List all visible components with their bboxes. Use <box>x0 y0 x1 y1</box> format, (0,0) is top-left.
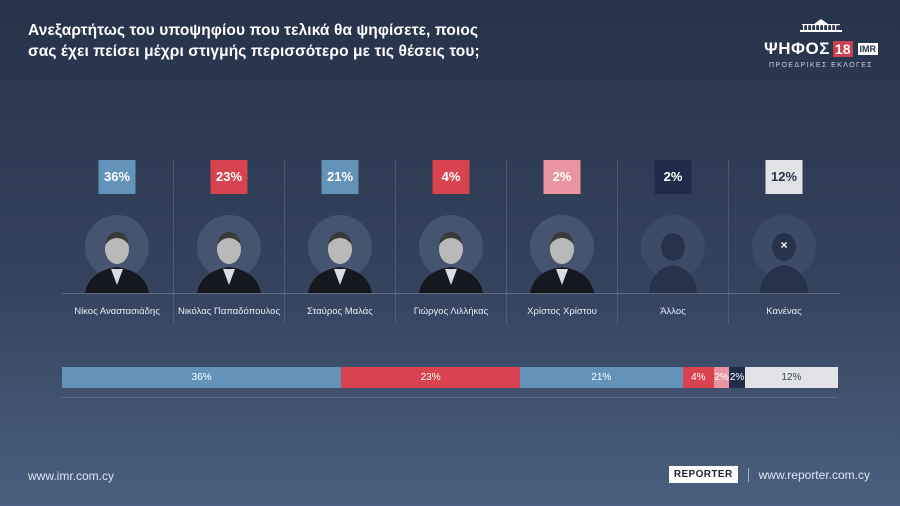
candidate-name: Γιώργος Λιλλήκας <box>413 306 489 317</box>
candidate-portrait <box>522 213 602 293</box>
percentage-badge: 2% <box>654 160 692 194</box>
brand-word: ΨΗΦΟΣ <box>764 39 830 58</box>
percentage-badge: 36% <box>98 160 136 194</box>
bar-segment: 21% <box>519 367 683 388</box>
question-title-line-2: σας έχει πείσει μέχρι στιγμής περισσότερ… <box>28 43 480 60</box>
candidate-column: 12% × Κανένας <box>728 160 839 324</box>
candidate-portrait <box>300 213 380 293</box>
candidate-name: Νικόλας Παπαδόπουλος <box>177 306 281 317</box>
candidate-column: 36% Νίκος Αναστασιάδης <box>62 160 172 324</box>
candidate-column: 2% Χρίστος Χρίστου <box>506 160 617 324</box>
candidate-name: Άλλος <box>660 306 686 317</box>
candidate-column: 21% Σταύρος Μαλάς <box>284 160 395 324</box>
candidate-column: 2% Άλλος <box>617 160 728 324</box>
imr-logo: IMR <box>857 43 878 55</box>
candidate-name: Νίκος Αναστασιάδης <box>74 306 160 317</box>
brand-subtitle: ΠΡΟΕΔΡΙΚΕΣ ΕΚΛΟΓΕΣ <box>768 62 874 69</box>
candidate-portrait <box>189 213 269 293</box>
percentage-badge: 4% <box>432 160 470 194</box>
portrait-baseline <box>62 293 840 294</box>
reporter-url[interactable]: www.reporter.com.cy <box>758 467 870 482</box>
parliament-building-icon <box>800 19 842 32</box>
candidate-name: Κανένας <box>766 306 802 317</box>
question-title-line-1: Ανεξαρτήτως του υποψηφίου που τελικά θα … <box>28 22 479 39</box>
bar-segment: 36% <box>62 367 342 388</box>
candidate-column: 4% Γιώργος Λιλλήκας <box>395 160 506 324</box>
percentage-badge: 12% <box>765 160 803 194</box>
footer-divider <box>747 467 749 482</box>
percentage-badge: 23% <box>210 160 248 194</box>
percentage-badge: 21% <box>321 160 359 194</box>
silhouette-icon: × <box>744 213 824 293</box>
bar-underline <box>62 397 838 398</box>
bar-segment: 23% <box>341 367 520 388</box>
footer-right: REPORTER www.reporter.com.cy <box>668 466 870 483</box>
candidate-column: 23% Νικόλας Παπαδόπουλος <box>173 160 284 324</box>
stacked-bar: 36% 23% 21% 4% 2% 2% 12% <box>62 367 838 388</box>
imr-url[interactable]: www.imr.com.cy <box>28 469 115 483</box>
silhouette-icon <box>633 213 713 293</box>
candidate-portrait <box>77 213 157 293</box>
candidate-portrait <box>411 213 491 293</box>
bar-segment: 2% <box>729 367 745 388</box>
reporter-logo: REPORTER <box>668 466 738 483</box>
candidate-name: Χρίστος Χρίστου <box>527 306 597 317</box>
candidate-name: Σταύρος Μαλάς <box>307 306 373 317</box>
bar-segment: 4% <box>682 367 714 388</box>
none-x-icon: × <box>780 238 788 252</box>
brand-number: 18 <box>832 41 853 57</box>
bar-segment: 2% <box>713 367 730 388</box>
question-title: Ανεξαρτήτως του υποψηφίου που τελικά θα … <box>28 20 588 62</box>
bar-segment: 12% <box>744 367 838 388</box>
percentage-badge: 2% <box>543 160 581 194</box>
psifos18-logo: ΨΗΦΟΣ 18 IMR ΠΡΟΕΔΡΙΚΕΣ ΕΚΛΟΓΕΣ <box>764 18 878 69</box>
